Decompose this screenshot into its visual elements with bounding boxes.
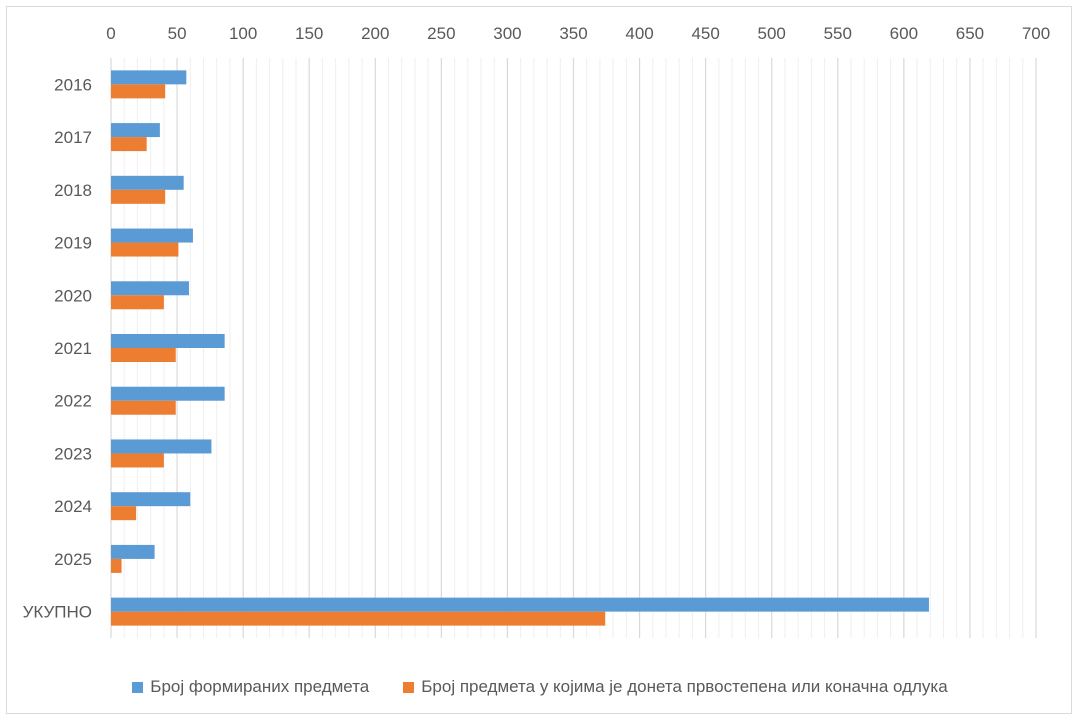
legend-label-formed: Број формираних предмета — [150, 677, 370, 696]
bar-decided — [111, 242, 179, 257]
y-tick-label: 2020 — [54, 286, 92, 305]
legend-item-formed: Број формираних предмета — [132, 677, 369, 697]
bar-decided — [111, 295, 164, 310]
bar-decided — [111, 189, 166, 204]
x-tick-label: 0 — [106, 24, 115, 43]
legend: Број формираних предмета Број предмета у… — [0, 672, 1080, 702]
y-tick-label: УКУПНО — [23, 603, 92, 622]
y-tick-label: 2019 — [54, 234, 92, 253]
bar-formed — [111, 175, 184, 190]
x-tick-label: 200 — [361, 24, 389, 43]
x-tick-label: 100 — [229, 24, 257, 43]
y-tick-label: 2023 — [54, 444, 92, 463]
bar-decided — [111, 348, 176, 362]
legend-swatch-formed — [132, 681, 144, 693]
bar-formed — [111, 228, 193, 243]
y-tick-label: 2017 — [54, 128, 92, 147]
x-tick-label: 50 — [168, 24, 187, 43]
legend-swatch-decided — [403, 681, 415, 693]
bar-formed — [111, 544, 155, 559]
y-tick-label: 2018 — [54, 181, 92, 200]
bar-chart: 0 50 100 150 200 250 300 350 400 450 500 550 600 650 7… — [23, 24, 1050, 638]
chart-frame — [6, 6, 1072, 714]
bar-decided — [111, 611, 606, 626]
y-tick-label: 2024 — [54, 497, 92, 516]
bar-formed — [111, 439, 212, 454]
bar-decided — [111, 453, 164, 468]
bar-formed — [111, 123, 160, 138]
x-tick-label: 300 — [493, 24, 521, 43]
bar-decided — [111, 137, 147, 152]
bar-formed — [111, 597, 929, 612]
x-tick-label: 250 — [427, 24, 455, 43]
x-tick-label: 350 — [559, 24, 587, 43]
x-tick-label: 650 — [956, 24, 984, 43]
bar-formed — [111, 70, 187, 85]
x-tick-label: 550 — [824, 24, 852, 43]
bar-decided — [111, 84, 166, 99]
x-tick-label: 500 — [758, 24, 786, 43]
bar-decided — [111, 558, 122, 573]
y-tick-label: 2016 — [54, 75, 92, 94]
bar-formed — [111, 386, 225, 401]
x-tick-label: 450 — [691, 24, 719, 43]
bar-formed — [111, 334, 225, 348]
bar-formed — [111, 281, 189, 296]
x-tick-label: 400 — [625, 24, 653, 43]
y-tick-label: 2021 — [54, 339, 92, 358]
y-tick-label: 2022 — [54, 392, 92, 411]
legend-item-decided: Број предмета у којима је донета првосте… — [403, 677, 948, 697]
bar-decided — [111, 506, 137, 521]
x-tick-label: 600 — [890, 24, 918, 43]
y-tick-label: 2025 — [54, 550, 92, 569]
legend-label-decided: Број предмета у којима је донета првосте… — [421, 677, 948, 696]
x-tick-label: 150 — [295, 24, 323, 43]
x-tick-label: 700 — [1022, 24, 1050, 43]
bar-formed — [111, 492, 191, 507]
bar-decided — [111, 400, 176, 415]
